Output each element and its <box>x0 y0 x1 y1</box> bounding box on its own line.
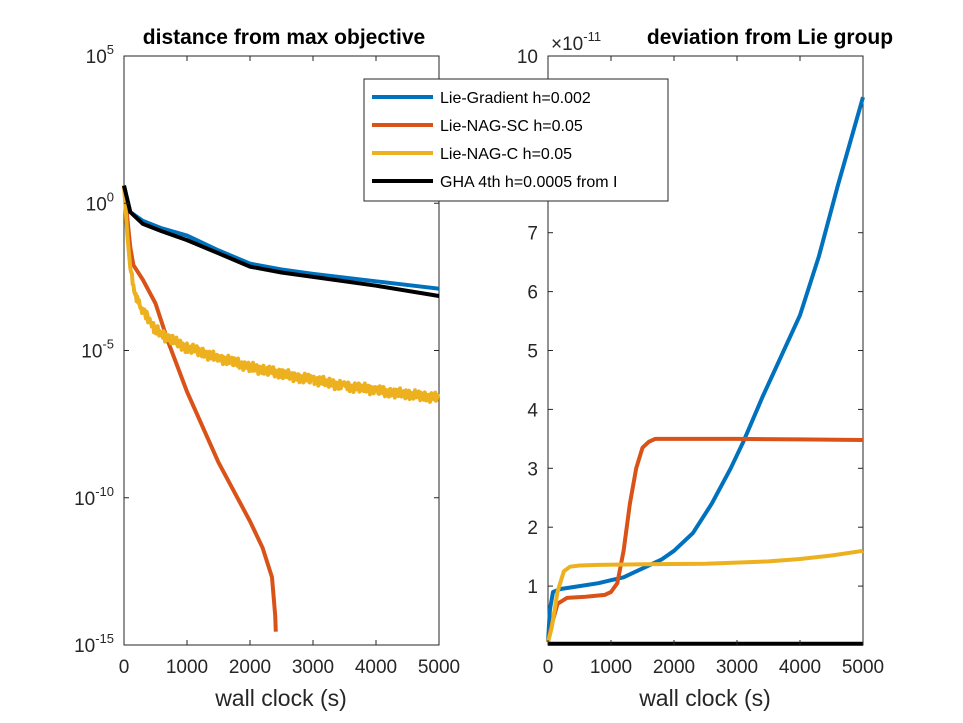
left-y-tick-label: 105 <box>86 42 114 68</box>
right-x-axis-label: wall clock (s) <box>638 685 771 711</box>
left-series-group <box>122 185 441 632</box>
right-x-tick-label: 4000 <box>779 657 821 678</box>
right-x-tick-label: 3000 <box>716 657 758 678</box>
right-tick-group: 0 1000 2000 3000 4000 5000 1 2 3 4 5 6 7 10 <box>517 47 884 678</box>
legend: Lie-Gradient h=0.002 Lie-NAG-SC h=0.05 Lie… <box>363 78 669 202</box>
right-x-tick-label: 5000 <box>842 657 884 678</box>
left-tick-group: 0 1000 2000 3000 4000 5000 105 100 10-5 10-10 10-1… <box>74 42 460 678</box>
left-y-tick-label: 10-5 <box>81 337 114 363</box>
legend-label: GHA 4th h=0.0005 from I <box>440 174 617 191</box>
left-x-tick-label: 2000 <box>229 657 271 678</box>
legend-label: Lie-NAG-C h=0.05 <box>440 146 572 163</box>
left-y-tick-label: 10-15 <box>74 631 114 657</box>
legend-label: Lie-NAG-SC h=0.05 <box>440 118 583 135</box>
left-x-tick-label: 5000 <box>418 657 460 678</box>
right-y-tick-label: 3 <box>527 459 538 480</box>
right-x-tick-label: 0 <box>543 657 554 678</box>
right-x-tick-label: 1000 <box>590 657 632 678</box>
left-series-line-2 <box>122 185 441 404</box>
left-series-line-1 <box>122 185 278 632</box>
right-y-tick-label: 6 <box>527 283 538 304</box>
left-series-line-3 <box>122 185 440 298</box>
right-series-line-0 <box>546 96 865 643</box>
right-y-tick-label: 4 <box>527 400 538 421</box>
left-y-tick-label: 10-10 <box>74 484 114 510</box>
multiplier-base: 10 <box>562 34 583 55</box>
multiplier-times: × <box>551 34 562 55</box>
right-y-tick-label: 5 <box>527 342 538 363</box>
left-x-tick-label: 1000 <box>166 657 208 678</box>
right-x-tick-label: 2000 <box>653 657 695 678</box>
left-x-tick-label: 3000 <box>292 657 334 678</box>
right-y-tick-label: 2 <box>527 518 538 539</box>
right-series-line-1 <box>546 436 864 643</box>
right-y-multiplier: ×10-11 <box>551 29 601 55</box>
left-x-axis-label: wall clock (s) <box>214 685 347 711</box>
right-chart-title: deviation from Lie group <box>647 26 893 49</box>
right-series-line-2 <box>546 548 864 643</box>
legend-items: Lie-Gradient h=0.002 Lie-NAG-SC h=0.05 Lie… <box>372 90 617 191</box>
multiplier-exponent: -11 <box>583 29 601 44</box>
right-y-tick-label: 10 <box>517 47 538 68</box>
left-x-tick-label: 4000 <box>355 657 397 678</box>
left-chart-title: distance from max objective <box>143 26 425 49</box>
right-series-group <box>546 96 865 646</box>
legend-label: Lie-Gradient h=0.002 <box>440 90 591 107</box>
left-y-tick-label: 100 <box>86 189 114 215</box>
right-y-tick-label: 1 <box>527 577 538 598</box>
left-x-tick-label: 0 <box>119 657 130 678</box>
right-y-tick-label: 7 <box>527 224 538 245</box>
